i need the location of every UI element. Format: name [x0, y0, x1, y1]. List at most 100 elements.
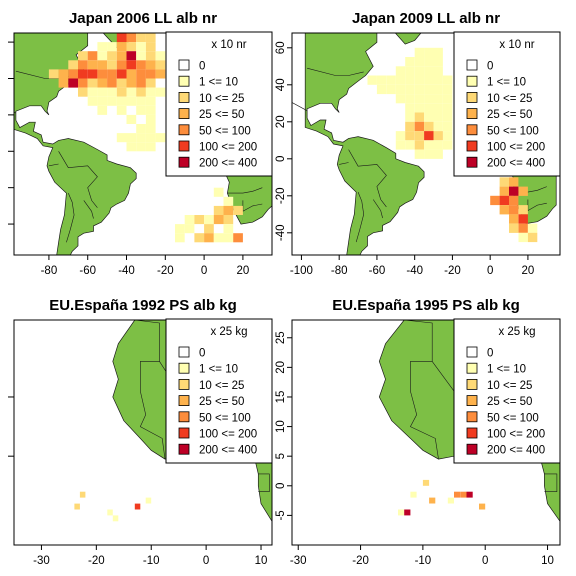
data-cell [107, 69, 117, 79]
data-cell [204, 233, 214, 243]
data-cell [460, 491, 467, 498]
legend-title: x 25 kg [498, 326, 535, 338]
data-cell [184, 215, 195, 225]
y-tick-label: 20 [275, 115, 287, 128]
data-cell [443, 75, 453, 85]
country-border [544, 473, 558, 493]
data-cell [414, 57, 425, 67]
data-cell [424, 131, 434, 141]
y-tick-label: -5 [275, 510, 287, 520]
data-cell [395, 75, 406, 85]
chart-title: Japan 2009 LL alb nr [352, 10, 500, 27]
data-cell [395, 84, 406, 95]
legend-title: x 10 nr [499, 39, 534, 51]
data-cell [145, 133, 156, 143]
data-cell [405, 121, 415, 132]
y-tick-label: -40 [275, 224, 287, 241]
legend-swatch [178, 140, 190, 152]
data-cell [443, 103, 453, 113]
data-cell [107, 42, 117, 52]
legend-swatch [466, 411, 478, 423]
legend-swatch [466, 156, 478, 168]
data-cell [499, 205, 509, 215]
data-cell [414, 66, 425, 76]
data-cell [116, 33, 127, 43]
data-cell [145, 114, 156, 124]
x-tick-label: -80 [331, 265, 348, 277]
legend: x 10 nr 0 1 <= 10 10 <= 25 25 <= 50 50 <= 100… [453, 31, 561, 177]
x-tick-label: -80 [41, 265, 58, 277]
legend-label: 50 <= 100 [487, 125, 539, 137]
country-border [339, 162, 349, 165]
legend: x 25 kg 0 1 <= 10 10 <= 25 25 <= 50 50 <= 100… [165, 318, 273, 464]
x-tick-label: 0 [482, 555, 488, 567]
data-cell [414, 121, 425, 132]
country-border [139, 391, 166, 460]
country-border [409, 391, 439, 460]
data-cell [223, 233, 234, 243]
x-tick-label: -30 [33, 555, 50, 567]
chart-title: EU.España 1995 PS alb kg [332, 297, 520, 314]
data-cell [424, 84, 434, 95]
data-cell [424, 47, 434, 58]
data-cell [136, 33, 146, 43]
map-panel-4: EU.España 1995 PS alb kg -30 -20 -10 0 10 -5 0 5… [275, 297, 561, 567]
data-cell [136, 51, 146, 61]
data-cell [74, 503, 80, 510]
legend-label: 100 <= 200 [199, 429, 257, 441]
y-tick-label: -20 [275, 187, 287, 204]
data-cell [78, 78, 88, 88]
data-cell [136, 42, 146, 52]
data-cell [405, 140, 415, 150]
data-cell [405, 84, 415, 95]
legend-box [453, 31, 561, 177]
legend-label: 25 <= 50 [199, 109, 244, 121]
data-cell [87, 78, 98, 88]
data-cell [87, 96, 98, 106]
data-cell [136, 142, 146, 152]
legend-swatch [466, 108, 478, 119]
legend-label: 1 <= 10 [199, 364, 238, 376]
data-cell [443, 121, 453, 132]
legend-label: 50 <= 100 [487, 412, 539, 424]
data-cell [424, 57, 434, 67]
y-tick-label: 40 [275, 78, 287, 91]
x-tick-label: -30 [290, 555, 307, 567]
data-cell [479, 503, 486, 510]
data-cell [414, 84, 425, 95]
data-cell [527, 232, 538, 243]
data-cell [78, 69, 88, 79]
data-cell [405, 57, 415, 67]
x-tick-label: 0 [203, 555, 209, 567]
data-cell [126, 114, 137, 124]
country-border [83, 200, 94, 219]
legend-box [165, 31, 273, 177]
legend-title: x 10 nr [211, 39, 246, 51]
legend-label: 0 [487, 348, 493, 360]
country-border [527, 199, 547, 212]
data-cell [433, 112, 443, 122]
country-border [348, 149, 387, 208]
data-cell [126, 142, 137, 152]
data-cell [58, 69, 69, 79]
y-tick-label: 15 [275, 391, 287, 404]
data-cell [145, 69, 156, 79]
chart-title: Japan 2006 LL alb nr [69, 10, 217, 27]
data-cell [184, 224, 195, 234]
data-cell [499, 186, 509, 196]
data-cell [509, 205, 519, 215]
legend-label: 200 <= 400 [199, 158, 257, 170]
y-tick-label: 25 [275, 331, 287, 344]
data-cell [78, 87, 88, 97]
country-border [227, 187, 263, 194]
data-cell [136, 105, 146, 115]
data-cell [424, 66, 434, 76]
data-cell [466, 491, 473, 498]
data-cell [404, 509, 411, 516]
x-tick-label: -20 [157, 265, 174, 277]
data-cell [395, 131, 406, 141]
map-panel-2: Japan 2009 LL alb nr -100 -80 -60 -40 -20 0 20 -… [275, 10, 561, 277]
data-cell [204, 224, 214, 234]
legend-label: 1 <= 10 [199, 77, 238, 89]
data-cell [97, 51, 108, 61]
